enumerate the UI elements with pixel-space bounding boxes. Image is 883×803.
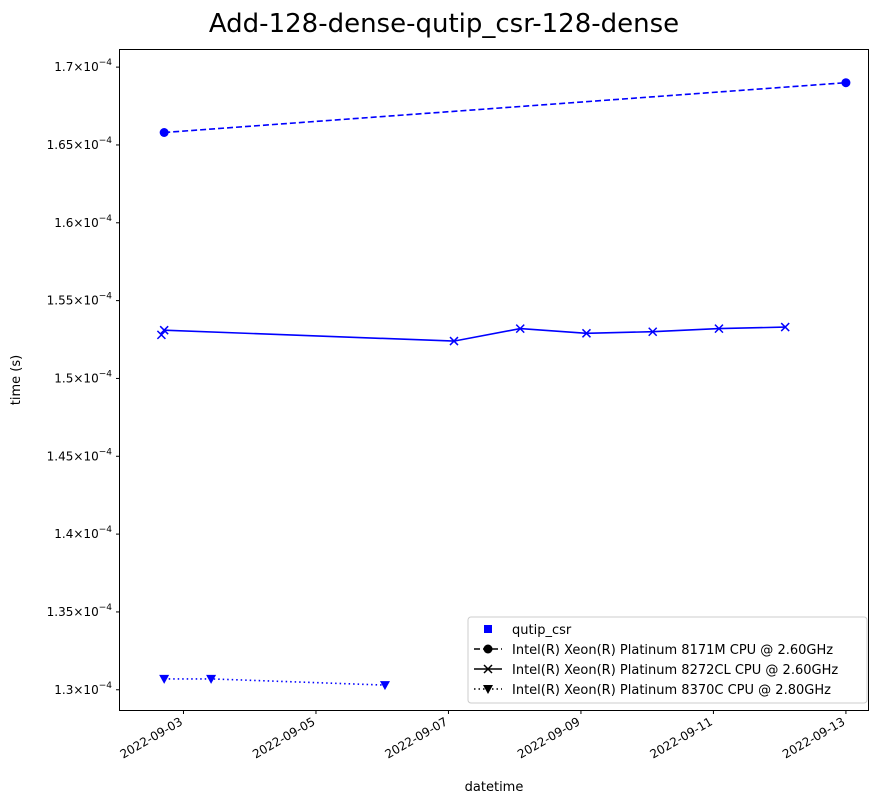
legend-item: qutip_csr [484, 623, 572, 638]
y-tick-label: 1.3×10−4 [54, 681, 112, 697]
data-point [515, 324, 525, 334]
series [156, 330, 166, 340]
x-tick-label: 2022-09-03 [118, 714, 185, 761]
data-point [159, 325, 169, 335]
y-tick-label: 1.7×10−4 [54, 58, 112, 74]
series [159, 322, 790, 346]
data-point [714, 324, 724, 334]
data-point [159, 128, 169, 137]
legend-marker [483, 644, 493, 654]
legend-marker [483, 664, 493, 674]
x-axis: 2022-09-03 2022-09-05 2022-09-07 2022-09-09… [118, 710, 847, 761]
y-tick-label: 1.35×10−4 [47, 603, 113, 619]
y-tick-label: 1.4×10−4 [54, 525, 112, 541]
y-axis-label: time (s) [9, 355, 24, 405]
plot-area [119, 49, 869, 711]
series-line [164, 678, 386, 686]
data-point [780, 322, 790, 332]
x-tick-label: 2022-09-13 [780, 714, 847, 761]
y-tick-label: 1.45×10−4 [47, 447, 113, 463]
data-point [159, 674, 170, 684]
y-axis: 1.3×10−4 1.35×10−4 1.4×10−4 1.45×10−4 1.5×10… [47, 58, 120, 697]
data-point [449, 336, 459, 346]
legend-marker [484, 625, 492, 633]
x-tick-label: 2022-09-07 [383, 714, 450, 761]
legend-item: Intel(R) Xeon(R) Platinum 8370C CPU @ 2.… [474, 683, 831, 698]
data-point [841, 78, 851, 88]
legend-item: Intel(R) Xeon(R) Platinum 8272CL CPU @ 2… [474, 663, 838, 678]
y-tick-label: 1.5×10−4 [54, 369, 112, 385]
data-point [206, 674, 217, 684]
series [159, 78, 851, 137]
legend-label: Intel(R) Xeon(R) Platinum 8272CL CPU @ 2… [512, 663, 838, 678]
data-point [581, 328, 591, 338]
y-tick-label: 1.6×10−4 [54, 214, 112, 230]
legend-label: qutip_csr [512, 623, 572, 638]
x-tick-label: 2022-09-09 [515, 714, 582, 761]
y-tick-label: 1.55×10−4 [47, 292, 113, 308]
legend-label: Intel(R) Xeon(R) Platinum 8171M CPU @ 2.… [512, 643, 833, 658]
legend-label: Intel(R) Xeon(R) Platinum 8370C CPU @ 2.… [512, 683, 831, 698]
data-point [156, 330, 166, 340]
data-point [379, 681, 390, 691]
legend-box [467, 616, 868, 704]
x-axis-label: datetime [465, 780, 524, 795]
x-tick-label: 2022-09-05 [250, 714, 317, 761]
x-tick-label: 2022-09-11 [648, 714, 715, 761]
series-line [164, 81, 846, 134]
legend: qutip_csr Intel(R) Xeon(R) Platinum 8171M… [467, 616, 868, 704]
chart-title: Add-128-dense-qutip_csr-128-dense [209, 9, 679, 39]
series-layer [156, 78, 851, 691]
y-tick-label: 1.65×10−4 [47, 136, 113, 152]
legend-marker [483, 685, 493, 694]
legend-item: Intel(R) Xeon(R) Platinum 8171M CPU @ 2.… [474, 643, 833, 658]
data-point [648, 327, 658, 337]
series [159, 674, 390, 691]
